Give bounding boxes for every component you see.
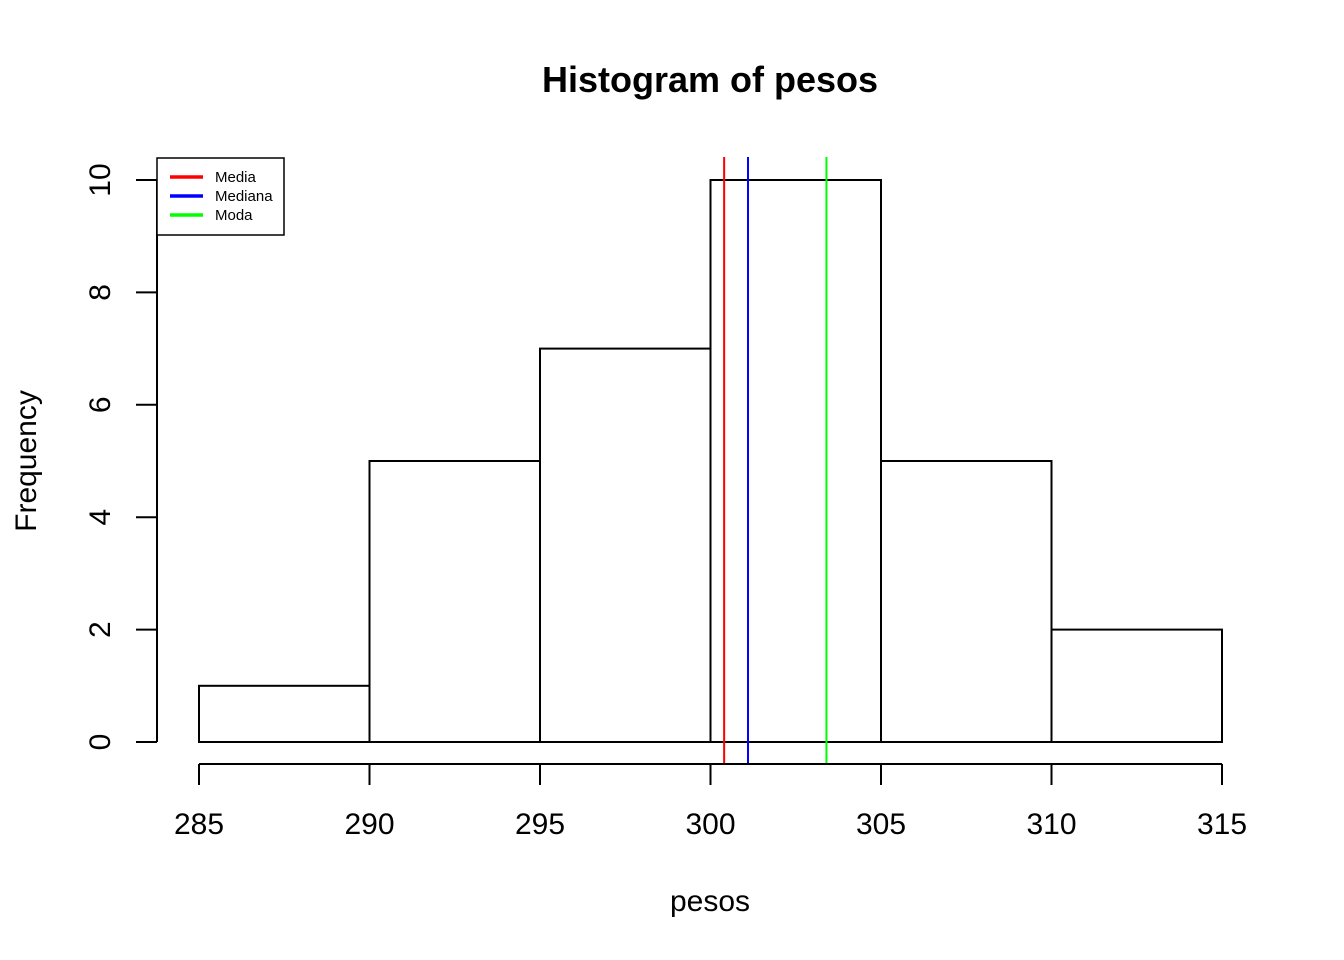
chart-title: Histogram of pesos bbox=[542, 59, 878, 100]
x-tick-label: 310 bbox=[1026, 808, 1076, 841]
y-tick-label: 2 bbox=[84, 621, 117, 638]
histogram-bar bbox=[539, 347, 712, 743]
legend-label: Moda bbox=[215, 207, 253, 224]
x-axis: 285 290 295 300 305 310 315 bbox=[174, 763, 1247, 841]
y-axis: 0 2 4 6 8 10 bbox=[84, 163, 158, 751]
y-tick-label: 4 bbox=[84, 509, 117, 526]
y-tick-label: 8 bbox=[84, 284, 117, 301]
x-tick-label: 305 bbox=[856, 808, 906, 841]
y-axis-label: Frequency bbox=[10, 390, 43, 532]
y-tick-label: 6 bbox=[84, 396, 117, 413]
x-axis-label: pesos bbox=[670, 885, 750, 918]
histogram-bar bbox=[1050, 628, 1223, 743]
legend: Media Mediana Moda bbox=[156, 157, 285, 236]
statistic-lines-group bbox=[723, 157, 828, 764]
x-tick-label: 315 bbox=[1197, 808, 1247, 841]
y-tick-label: 0 bbox=[84, 734, 117, 751]
bars-group bbox=[198, 179, 1223, 743]
histogram-bar bbox=[198, 684, 371, 743]
histogram-bar bbox=[368, 460, 541, 743]
histogram-bar bbox=[709, 179, 882, 743]
x-tick-label: 300 bbox=[685, 808, 735, 841]
legend-label: Mediana bbox=[215, 188, 273, 205]
y-tick-label: 10 bbox=[84, 163, 117, 196]
legend-label: Media bbox=[215, 169, 257, 186]
legend-box bbox=[156, 157, 285, 236]
x-tick-label: 295 bbox=[515, 808, 565, 841]
x-tick-label: 290 bbox=[344, 808, 394, 841]
histogram-bar bbox=[880, 460, 1053, 743]
x-tick-label: 285 bbox=[174, 808, 224, 841]
